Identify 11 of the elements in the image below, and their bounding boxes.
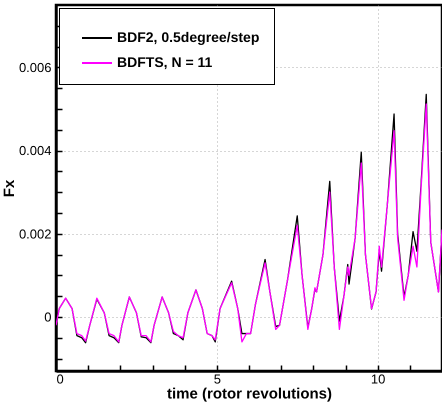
x-tick-label: 5 [214,372,221,386]
x-tick-label: 0 [56,372,64,386]
y-tick-label: 0.002 [18,226,52,242]
y-tick-label: 0 [44,309,52,324]
y-axis-title: Fx [0,179,18,198]
x-tick-label: 10 [370,372,386,386]
x-axis-title: time (rotor revolutions) [166,386,332,402]
y-tick-label: 0.004 [18,143,52,158]
legend-label: BDFTS, N = 11 [117,54,213,70]
legend-label: BDF2, 0.5degree/step [117,29,260,45]
y-tick-label: 0.006 [18,60,52,75]
